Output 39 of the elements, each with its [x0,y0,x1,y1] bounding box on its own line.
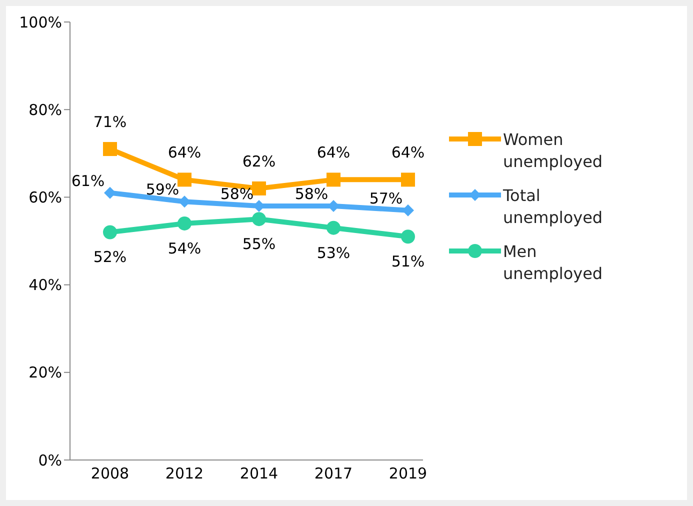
y-tick-label: 40% [28,276,62,294]
data-label: 62% [242,152,276,170]
point [401,230,415,244]
x-tick-label: 2014 [240,464,278,483]
data-label: 57% [369,189,403,208]
data-label: 54% [168,239,202,258]
x-tick-label: 2012 [165,464,204,483]
y-tick-label: 20% [28,364,62,382]
y-tick-label: 0% [38,451,62,470]
point [103,225,117,240]
x-tick-label: 2008 [90,464,130,483]
legend-label: Men unemployed [503,241,604,285]
point [178,172,192,187]
data-label: 61% [71,172,105,190]
data-label: 51% [391,252,425,271]
data-label: 58% [220,184,254,203]
point [326,220,340,235]
point [252,181,266,196]
x-tick-label: 2019 [388,464,428,483]
data-label: 64% [391,144,425,162]
point [401,172,415,187]
y-tick-label: 100% [19,13,62,32]
y-tick-label: 80% [28,100,62,119]
point [326,172,340,187]
data-label: 58% [294,184,328,203]
data-label: 55% [242,235,276,254]
point [178,216,192,230]
data-label: 52% [93,248,127,266]
data-label: 59% [146,180,180,199]
data-label: 53% [316,244,350,262]
legend-label: Women unemployed [503,129,604,173]
data-label: 64% [168,144,202,162]
data-label: 64% [316,144,350,162]
point [252,212,266,226]
point [103,142,117,156]
legend-label: Total unemployed [503,185,604,229]
data-label: 71% [93,113,127,132]
y-tick-label: 60% [28,188,62,207]
x-tick-label: 2017 [314,464,353,483]
